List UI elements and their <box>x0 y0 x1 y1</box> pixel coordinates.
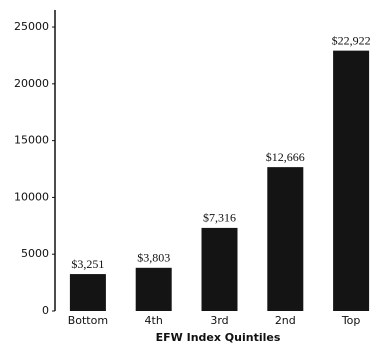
y-tick-label: 20000 <box>14 77 49 90</box>
x-tick-label: 3rd <box>210 314 228 327</box>
value-label: $3,251 <box>71 257 104 271</box>
y-tick-label: 5000 <box>21 247 49 260</box>
x-tick-label: Top <box>341 314 361 327</box>
bar <box>135 267 172 311</box>
y-tick-label: 0 <box>42 304 49 317</box>
value-label: $7,316 <box>203 211 236 225</box>
bar <box>201 227 238 311</box>
y-tick-label: 15000 <box>14 134 49 147</box>
value-label: $3,803 <box>137 251 170 265</box>
x-tick-label: Bottom <box>68 314 108 327</box>
bar <box>333 50 370 311</box>
x-tick-label: 2nd <box>275 314 296 327</box>
bar <box>69 274 106 311</box>
x-axis-title: EFW Index Quintiles <box>156 331 281 344</box>
x-tick-label: 4th <box>145 314 163 327</box>
bar <box>267 167 304 311</box>
value-label: $22,922 <box>332 33 371 47</box>
value-label: $12,666 <box>266 150 305 164</box>
y-tick-label: 25000 <box>14 20 49 33</box>
y-tick-label: 10000 <box>14 190 49 203</box>
